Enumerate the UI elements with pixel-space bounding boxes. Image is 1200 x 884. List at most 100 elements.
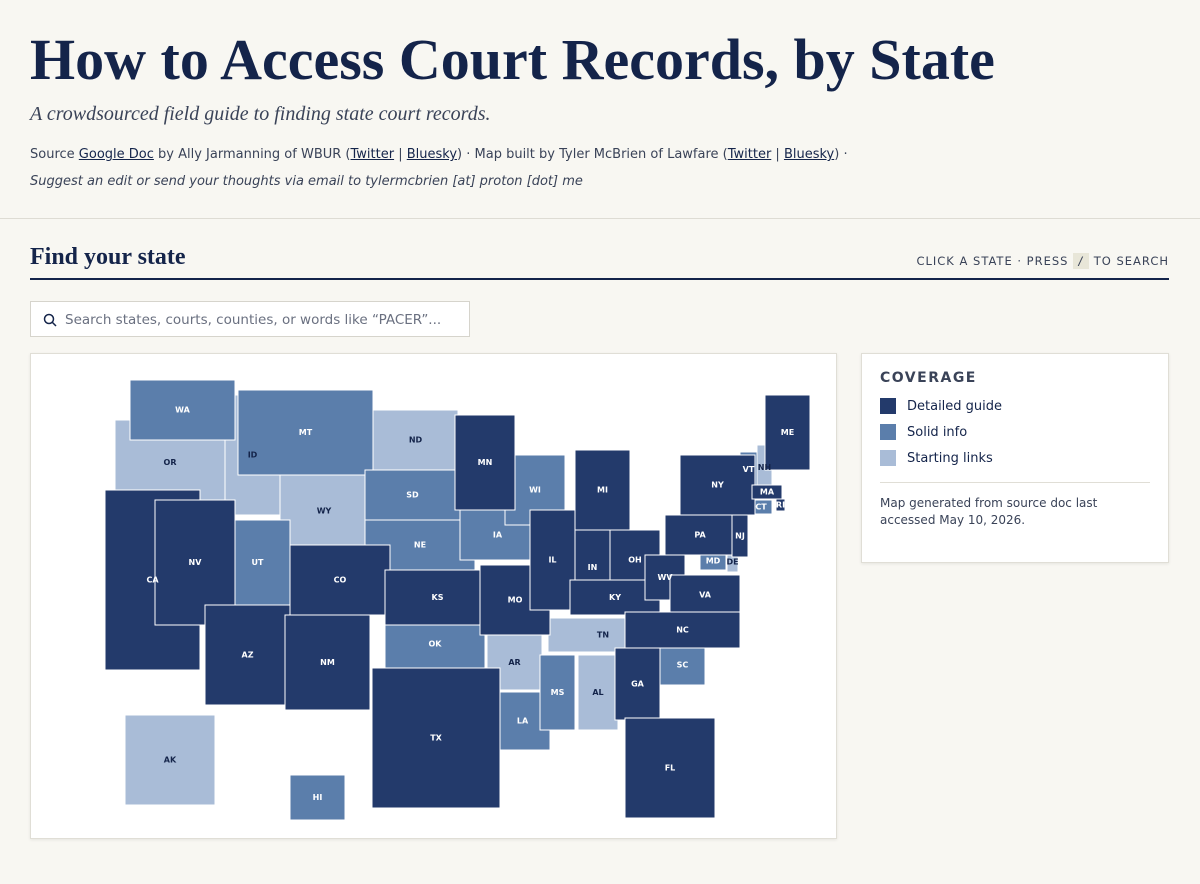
state[interactable]: [731, 514, 749, 558]
state-label: NC: [676, 626, 689, 635]
state[interactable]: [624, 717, 716, 819]
state[interactable]: [574, 449, 631, 531]
source-text: |: [771, 147, 784, 162]
us-map: OR ID WY ND AR TN AL AK NH DE WA MT SD NE UT IA WI OK LA MS…: [104, 379, 811, 821]
state-label: CT: [755, 503, 767, 512]
legend-card: COVERAGE Detailed guide Solid info Startin…: [861, 353, 1169, 563]
state-label: MT: [299, 428, 313, 437]
legend-swatch: [880, 450, 896, 466]
state[interactable]: [204, 604, 291, 706]
state-label: NE: [414, 541, 426, 550]
state-label: IA: [493, 531, 503, 540]
state-label: KY: [609, 593, 621, 602]
state-label: UT: [252, 558, 264, 567]
state-label: WY: [317, 507, 332, 516]
source-text: by Ally Jarmanning of WBUR (: [153, 147, 351, 162]
source-text: Source: [30, 147, 79, 162]
legend-swatch: [880, 424, 896, 440]
source-link[interactable]: Bluesky: [783, 147, 835, 162]
legend-label: Detailed guide: [907, 398, 1003, 414]
state[interactable]: [372, 409, 459, 471]
state-label: WA: [175, 406, 190, 415]
state[interactable]: [577, 654, 619, 731]
state-label: NH: [758, 463, 771, 472]
state-label: SD: [406, 491, 419, 500]
state-label: NV: [189, 558, 203, 567]
search-icon: [43, 313, 57, 327]
state-label: AK: [164, 756, 177, 765]
state-label: OK: [429, 640, 443, 649]
state-label: HI: [313, 793, 323, 802]
legend-label: Starting links: [907, 450, 993, 466]
state-label: AL: [592, 688, 603, 697]
state[interactable]: [289, 544, 391, 616]
state[interactable]: [454, 414, 516, 511]
subtitle: A crowdsourced field guide to finding st…: [30, 103, 491, 125]
source-link[interactable]: Bluesky: [406, 147, 458, 162]
legend-swatch: [880, 398, 896, 414]
map-card: OR ID WY ND AR TN AL AK NH DE WA MT SD NE UT IA WI OK LA MS…: [30, 353, 837, 839]
legend-title: COVERAGE: [880, 370, 977, 386]
state-label: ME: [781, 428, 794, 437]
state-label: TN: [597, 631, 609, 640]
state[interactable]: [371, 667, 501, 809]
state[interactable]: [129, 379, 236, 441]
state[interactable]: [154, 499, 236, 626]
state[interactable]: [124, 714, 216, 806]
divider: [30, 278, 1169, 280]
section-title: Find your state: [30, 244, 186, 270]
legend-label: Solid info: [907, 424, 968, 440]
legend-item: Starting links: [880, 450, 1150, 466]
hint-text: TO SEARCH: [1093, 254, 1169, 268]
state[interactable]: [284, 614, 371, 711]
state-label: KS: [432, 593, 444, 602]
state-label: WI: [529, 486, 541, 495]
source-link[interactable]: Google Doc: [78, 147, 154, 162]
state[interactable]: [384, 619, 486, 669]
state-label: NM: [320, 658, 335, 667]
legend-items: Detailed guide Solid info Starting links: [880, 398, 1150, 466]
state[interactable]: [539, 654, 576, 731]
source-text: |: [394, 147, 407, 162]
state-label: VT: [743, 465, 755, 474]
state-label: SC: [677, 661, 689, 670]
state[interactable]: [289, 774, 346, 821]
state[interactable]: [775, 498, 786, 512]
hint: CLICK A STATE · PRESS / TO SEARCH: [916, 253, 1169, 269]
state[interactable]: [624, 611, 741, 649]
state[interactable]: [659, 644, 706, 686]
state[interactable]: [614, 647, 661, 721]
state-label: OH: [628, 556, 642, 565]
source-link[interactable]: Twitter: [350, 147, 395, 162]
legend-note: Map generated from source doc last acces…: [880, 482, 1150, 529]
suggest-line: Suggest an edit or send your thoughts vi…: [30, 174, 583, 189]
search-placeholder: Search states, courts, counties, or word…: [65, 312, 442, 328]
source-link[interactable]: Twitter: [727, 147, 772, 162]
state-label: MA: [760, 488, 775, 497]
source-text: ) · Map built by Tyler McBrien of Lawfar…: [457, 147, 728, 162]
hint-key: /: [1073, 253, 1090, 269]
search-box[interactable]: Search states, courts, counties, or word…: [30, 301, 470, 337]
state-label: NJ: [735, 532, 745, 541]
state-label: ID: [248, 451, 258, 460]
source-text: ) ·: [834, 147, 848, 162]
state-label: MD: [706, 557, 721, 566]
state[interactable]: [364, 469, 461, 521]
state-label: CA: [146, 576, 159, 585]
hint-text: CLICK A STATE · PRESS: [916, 254, 1069, 268]
state-label: TX: [430, 734, 442, 743]
state-label: OR: [164, 458, 177, 467]
state[interactable]: [237, 389, 374, 476]
state[interactable]: [384, 569, 491, 626]
state[interactable]: [764, 394, 811, 471]
state-label: VA: [699, 591, 712, 600]
divider: [0, 218, 1200, 219]
state[interactable]: [529, 509, 576, 611]
state[interactable]: [669, 574, 741, 616]
state-label: PA: [694, 531, 706, 540]
state[interactable]: [751, 484, 783, 500]
state-label: GA: [631, 680, 645, 689]
legend-item: Solid info: [880, 424, 1150, 440]
state[interactable]: [679, 454, 756, 516]
